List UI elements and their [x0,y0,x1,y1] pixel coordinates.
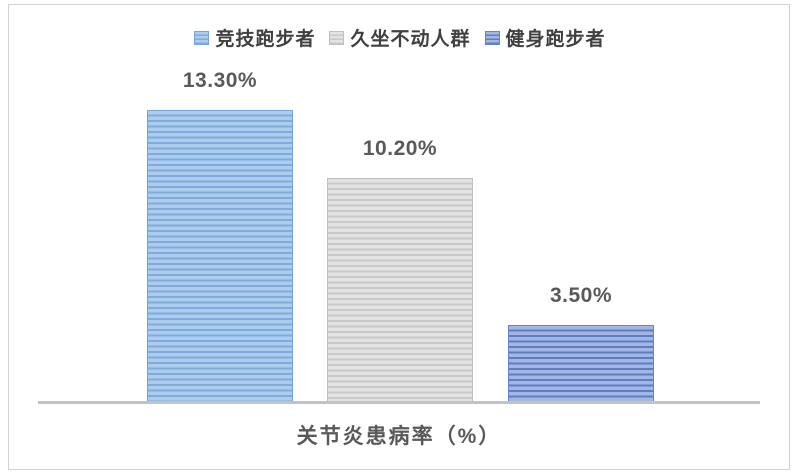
bar-fitness-runners [508,325,654,402]
legend-item-competitive-runners: 竞技跑步者 [194,24,315,51]
legend-label: 久坐不动人群 [350,29,471,50]
data-label: 13.30% [182,69,258,92]
legend-label: 竞技跑步者 [215,29,316,50]
bar-group-fitness-runners: 3.50% [508,284,654,402]
striped-square-gray-icon [329,30,345,45]
legend-label: 健身跑步者 [505,29,606,50]
striped-square-blue-icon [484,30,500,45]
legend: 竞技跑步者 久坐不动人群 健身跑步者 [0,24,800,51]
bar-group-sedentary-people: 10.20% [327,137,473,402]
x-axis-line [38,401,760,404]
bar-sedentary-people [327,178,473,402]
bar-group-competitive-runners: 13.30% [147,69,293,402]
data-label: 3.50% [549,284,613,307]
legend-item-fitness-runners: 健身跑步者 [484,24,606,51]
bar-competitive-runners [147,110,293,402]
x-axis-title: 关节炎患病率（%） [296,425,502,448]
legend-item-sedentary-people: 久坐不动人群 [329,24,470,51]
striped-square-lightblue-icon [194,30,210,45]
data-label: 10.20% [362,137,438,160]
